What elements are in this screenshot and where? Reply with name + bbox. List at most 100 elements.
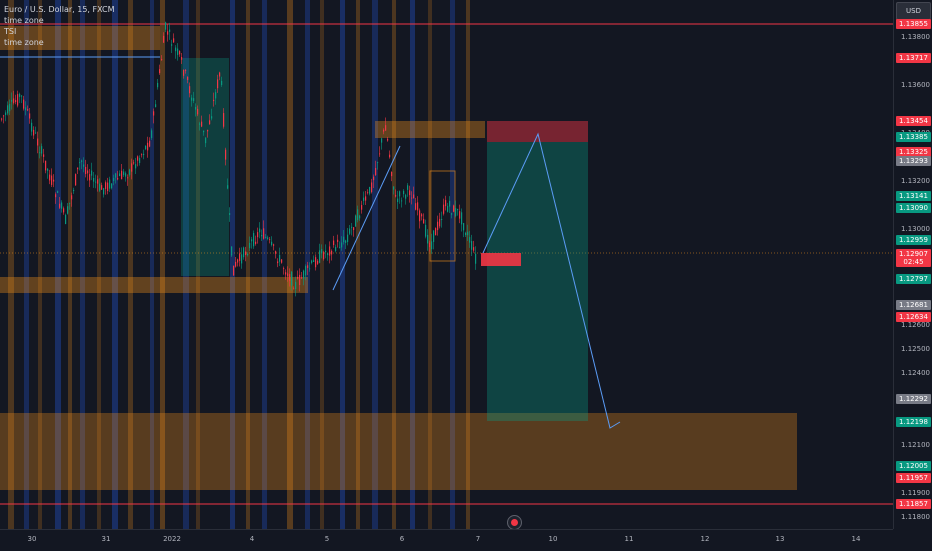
candle-body	[333, 240, 335, 246]
candle-body	[201, 121, 203, 127]
candle-body	[145, 145, 147, 150]
candle-body	[219, 72, 221, 77]
time-zone-band	[128, 0, 133, 529]
candle-body	[139, 158, 141, 163]
candle-body	[241, 254, 243, 264]
candle-body	[21, 95, 23, 97]
candle-body	[87, 170, 89, 174]
price-label-value: 1.11857	[899, 500, 928, 508]
time-axis[interactable]: 30 31 2022 4 5 6 7 10 11 12 13 14	[0, 529, 893, 551]
price-tick: 1.11800	[901, 513, 930, 521]
indicator-time-zone-2[interactable]: time zone	[4, 38, 44, 47]
price-label-value: 1.12005	[899, 462, 928, 470]
candle-body	[309, 268, 311, 270]
time-tick: 7	[475, 535, 481, 543]
candle-body	[129, 169, 131, 175]
candle-body	[67, 206, 69, 214]
candle-body	[467, 231, 469, 236]
candle-body	[137, 156, 139, 161]
time-zone-band	[38, 0, 42, 529]
candle-body	[209, 120, 211, 125]
candle-body	[213, 99, 215, 102]
candle-body	[99, 183, 101, 191]
candle-body	[155, 104, 157, 108]
candle-body	[405, 194, 407, 199]
price-tick: 1.13800	[901, 33, 930, 41]
candle-body	[339, 246, 341, 248]
time-zone-band	[246, 0, 250, 529]
price-label-value: 1.13141	[899, 192, 928, 200]
price-label-value: 1.13090	[899, 204, 928, 212]
chart-canvas[interactable]	[0, 0, 893, 529]
candle-body	[407, 185, 409, 190]
candle-body	[75, 174, 77, 186]
time-zone-band	[262, 0, 267, 529]
price-label-value: 1.11957	[899, 474, 928, 482]
candle-body	[173, 38, 175, 43]
candle-body	[441, 219, 443, 220]
candle-body	[341, 242, 343, 248]
candle-body	[253, 233, 255, 247]
indicator-tsi[interactable]: TSI	[4, 27, 17, 36]
candle-body	[273, 244, 275, 246]
time-tick: 14	[851, 535, 861, 543]
candle-body	[369, 186, 371, 194]
candle-body	[355, 215, 357, 227]
currency-button[interactable]: USD	[896, 2, 931, 20]
candle-body	[261, 235, 263, 237]
time-tick: 30	[27, 535, 37, 543]
candle-body	[121, 170, 123, 180]
candle-body	[363, 197, 365, 201]
price-label: 1.12959	[896, 235, 931, 245]
candle-body	[361, 205, 363, 210]
candle-body	[433, 230, 435, 242]
candle-body	[77, 167, 79, 170]
time-tick: 11	[624, 535, 634, 543]
price-label: 1.12292	[896, 394, 931, 404]
candle-body	[395, 194, 397, 197]
candle-body	[431, 241, 433, 250]
candle-body	[1, 118, 3, 120]
replay-icon[interactable]	[507, 515, 522, 529]
candle-body	[25, 107, 27, 111]
candle-body	[45, 160, 47, 171]
candle-body	[375, 168, 377, 176]
candle-body	[349, 228, 351, 234]
candle-body	[79, 162, 81, 164]
candle-body	[325, 250, 327, 253]
chart-pane[interactable]: Euro / U.S. Dollar, 15, FXCM time zone T…	[0, 0, 893, 529]
price-label: 1.13325	[896, 147, 931, 157]
candle-body	[389, 154, 391, 158]
time-zone-band	[112, 0, 118, 529]
candle-body	[337, 239, 339, 242]
price-axis[interactable]: USD 1.138001.136001.134001.132001.130001…	[893, 0, 932, 529]
candle-body	[381, 138, 383, 143]
indicator-time-zone-1[interactable]: time zone	[4, 16, 44, 25]
candle-body	[321, 249, 323, 254]
candle-body	[97, 179, 99, 184]
candle-body	[159, 69, 161, 74]
candle-body	[189, 86, 191, 94]
candle-body	[113, 177, 115, 182]
candle-body	[419, 210, 421, 222]
symbol-title[interactable]: Euro / U.S. Dollar, 15, FXCM	[4, 5, 115, 14]
price-label-value: 1.12634	[899, 313, 928, 321]
candle-body	[187, 76, 189, 80]
candle-body	[353, 227, 355, 231]
candle-body	[459, 211, 461, 219]
candle-body	[289, 274, 291, 281]
price-tick: 1.12400	[901, 369, 930, 377]
candle-body	[453, 205, 455, 212]
price-label-value: 1.12907	[899, 250, 928, 258]
candle-body	[283, 268, 285, 269]
candle-body	[455, 208, 457, 217]
candle-body	[221, 80, 223, 85]
candle-body	[19, 93, 21, 97]
take-profit-zone	[487, 142, 588, 421]
candle-body	[351, 226, 353, 228]
candle-body	[211, 116, 213, 119]
candle-body	[251, 239, 253, 242]
price-label: 1.13090	[896, 203, 931, 213]
candle-body	[327, 253, 329, 255]
candle-body	[413, 194, 415, 199]
